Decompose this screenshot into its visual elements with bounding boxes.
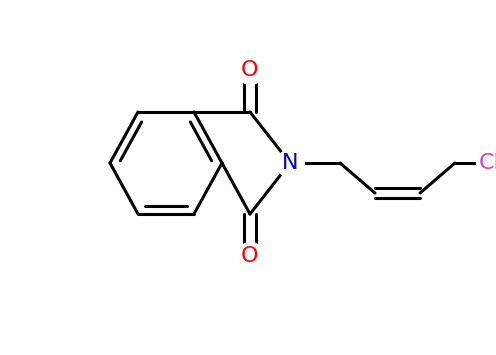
Text: O: O (241, 60, 259, 80)
Text: Cl: Cl (479, 153, 496, 173)
Text: O: O (241, 246, 259, 266)
Text: N: N (282, 153, 298, 173)
